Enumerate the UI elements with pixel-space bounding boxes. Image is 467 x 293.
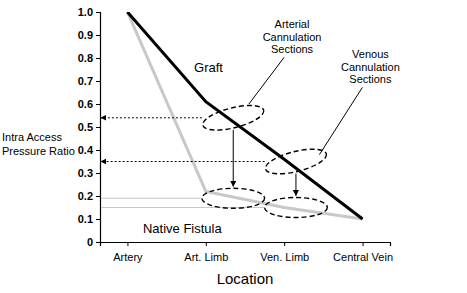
- y-tick-label: 0.1: [78, 213, 93, 225]
- x-tick-label: Central Vein: [333, 251, 393, 263]
- series-line: [127, 12, 362, 219]
- series-label: Native Fistula: [143, 221, 223, 236]
- y-axis-title: Intra AccessPressure Ratio: [2, 131, 75, 157]
- y-tick-label: 0.2: [78, 190, 93, 202]
- y-tick-label: 0.7: [78, 75, 93, 87]
- y-tick-mark: [96, 173, 100, 174]
- y-tick-mark: [96, 242, 100, 243]
- x-tick-label: Artery: [113, 251, 143, 263]
- y-tick-label: 1.0: [78, 6, 93, 18]
- y-tick: 0.2: [78, 190, 100, 202]
- series-line: [127, 12, 362, 219]
- y-tick-mark: [96, 219, 100, 220]
- section-arrow: [295, 174, 296, 196]
- y-tick-mark: [96, 127, 100, 128]
- x-tick-label: Ven. Limb: [260, 251, 309, 263]
- y-tick-label: 0.3: [78, 167, 93, 179]
- y-tick-label: 0.5: [78, 121, 93, 133]
- cannulation-section: [202, 188, 265, 208]
- y-tick-mark: [96, 35, 100, 36]
- y-tick-mark: [96, 104, 100, 105]
- y-tick: 0.9: [78, 29, 100, 41]
- y-tick-label: 0.6: [78, 98, 93, 110]
- x-axis-title: Location: [217, 270, 274, 287]
- x-tick-mark: [363, 242, 364, 246]
- y-tick-label: 0.4: [78, 144, 94, 156]
- x-tick: Ven. Limb: [260, 242, 309, 263]
- y-tick: 0.6: [78, 98, 100, 110]
- annotation-leader: [249, 58, 284, 105]
- x-tick-mark: [127, 242, 128, 246]
- reference-line: [101, 117, 202, 118]
- y-tick-mark: [96, 196, 100, 197]
- annotation: ArterialCannulationSections: [263, 18, 322, 55]
- y-tick: 0.7: [78, 75, 100, 87]
- y-tick: 0.3: [78, 167, 100, 179]
- y-tick-label: 0: [87, 236, 93, 248]
- y-tick-mark: [96, 58, 100, 59]
- x-tick: Art. Limb: [184, 242, 228, 263]
- section-arrow: [233, 130, 234, 187]
- y-tick-label: 0.9: [78, 29, 93, 41]
- y-tick: 0.1: [78, 213, 100, 225]
- y-axis: 0 0.1 0.2 0.3 0.4 0.5 0.6 0.7 0.8 0.9 1.0: [78, 6, 101, 248]
- x-tick-label: Art. Limb: [184, 251, 228, 263]
- series-label: Graft: [194, 60, 223, 75]
- reference-line: [101, 161, 265, 162]
- x-axis: Artery Art. Limb Ven. Limb Central Vein: [101, 242, 394, 263]
- y-tick-mark: [96, 150, 100, 151]
- y-tick: 1.0: [78, 6, 100, 18]
- y-tick: 0.4: [78, 144, 100, 156]
- y-tick-mark: [96, 12, 100, 13]
- chart: 00.10.20.30.40.50.60.70.80.91.0ArteryArt…: [0, 0, 467, 293]
- y-tick: 0.8: [78, 52, 100, 64]
- x-tick: Central Vein: [333, 242, 393, 263]
- cannulation-section: [265, 198, 328, 218]
- plot-area: [101, 12, 363, 219]
- reference-line: [101, 198, 202, 199]
- x-tick-mark: [284, 242, 285, 246]
- annotation-leader: [319, 87, 362, 154]
- x-tick: Artery: [113, 242, 143, 263]
- y-tick: 0.5: [78, 121, 100, 133]
- x-axis-line: [101, 243, 391, 247]
- y-axis-line: [96, 13, 101, 243]
- y-tick-label: 0.8: [78, 52, 93, 64]
- y-tick: 0: [87, 236, 100, 248]
- annotation-layer: [200, 58, 362, 218]
- y-tick-mark: [96, 81, 100, 82]
- x-tick-mark: [206, 242, 207, 246]
- annotation: VenousCannulationSections: [341, 48, 400, 85]
